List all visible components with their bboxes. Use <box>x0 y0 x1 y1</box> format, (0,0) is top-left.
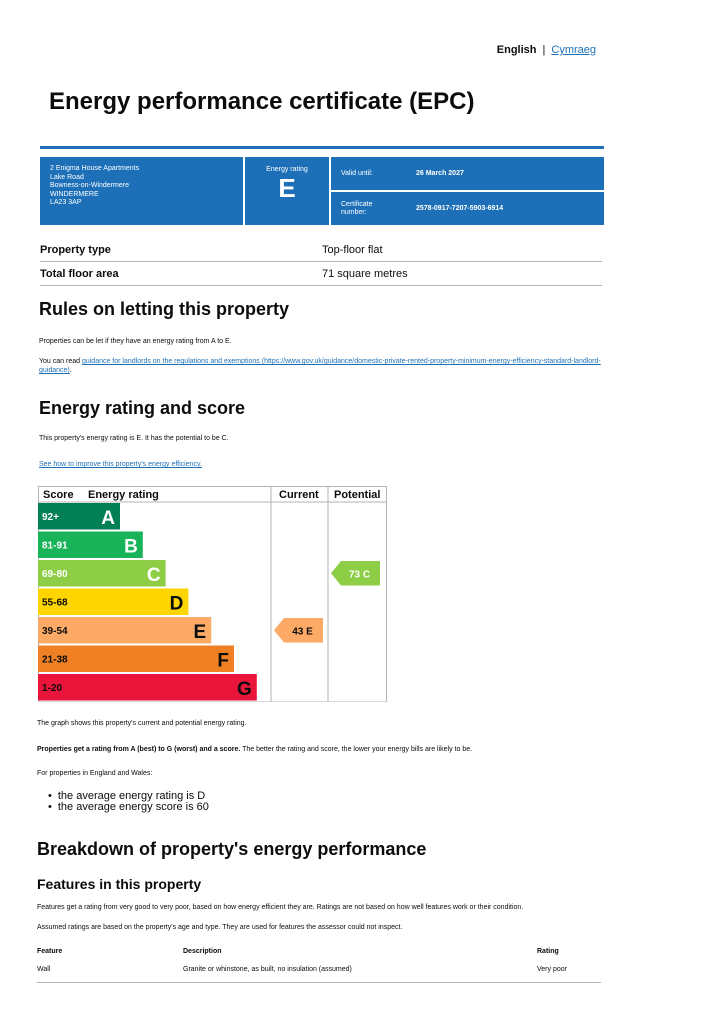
certificate-number-value: 2578-0917-7207-5903-6914 <box>416 205 504 212</box>
band-range-label: 39-54 <box>42 626 68 637</box>
address-line: Bowness-on-Windermere <box>50 182 129 189</box>
valid-until-label: Valid until: <box>341 169 373 177</box>
potential-rating-marker <box>331 561 380 586</box>
lang-welsh-link[interactable]: Cymraeg <box>551 44 596 56</box>
epc-summary-panel: 2 Enigma House Apartments Lake Road Bown… <box>40 157 604 225</box>
energy-rating-label: Energy rating <box>266 166 308 173</box>
chart-header-rating: Energy rating <box>88 489 159 501</box>
list-item: the average energy rating is D <box>48 791 209 802</box>
floor-area-value: 71 square metres <box>322 267 408 280</box>
chart-header-score: Score <box>43 489 74 501</box>
band-bar-a <box>38 503 120 530</box>
landlord-guidance-link[interactable]: guidance for landlords on the regulation… <box>39 358 601 374</box>
features-heading: Features in this property <box>37 876 202 892</box>
rating-explanation: Properties get a rating from A (best) to… <box>37 746 473 753</box>
breakdown-heading: Breakdown of property's energy performan… <box>37 839 427 859</box>
feature-cell: Wall <box>37 966 51 973</box>
lang-separator: | <box>542 44 546 56</box>
property-address: 2 Enigma House Apartments Lake Road Bown… <box>40 157 243 225</box>
england-wales-intro: For properties in England and Wales: <box>37 770 153 777</box>
band-bar-d <box>38 588 189 615</box>
features-table-header: Feature Description Rating <box>37 948 601 955</box>
certificate-number-label: Certificate number: <box>341 200 373 216</box>
property-type-label: Property type <box>40 243 111 256</box>
title-divider <box>40 146 604 149</box>
band-bar-c <box>38 560 166 587</box>
list-item: the average energy score is 60 <box>48 802 209 813</box>
graph-caption: The graph shows this property's current … <box>37 720 247 727</box>
features-paragraph-2: Assumed ratings are based on the propert… <box>37 924 403 931</box>
energy-rating-chart-svg: Score Energy rating Current Potential 92+ A 81… <box>38 486 387 703</box>
energy-rating-letter: E <box>278 173 296 203</box>
features-paragraph-1: Features get a rating from very good to … <box>37 904 524 911</box>
valid-until-row: Valid until: 26 March 2027 <box>331 157 604 190</box>
floor-area-row: Total floor area 71 square metres <box>40 262 602 286</box>
rules-heading: Rules on letting this property <box>39 299 290 319</box>
band-bar-e <box>38 617 212 644</box>
averages-list: the average energy rating is D the avera… <box>48 791 209 813</box>
address-line: Lake Road <box>50 173 84 181</box>
header-rating: Rating <box>537 948 559 955</box>
band-range-label: 92+ <box>42 512 59 523</box>
band-range-label: 55-68 <box>42 598 68 609</box>
band-letter-label: D <box>170 594 184 615</box>
potential-rating-label: 73 C <box>349 569 370 580</box>
table-row: Wall Granite or whinstone, as built, no … <box>37 966 601 983</box>
band-range-label: 21-38 <box>42 655 68 666</box>
energy-rating-paragraph: This property's energy rating is E. It h… <box>39 435 229 442</box>
band-range-label: 69-80 <box>42 569 68 580</box>
description-cell: Granite or whinstone, as built, no insul… <box>183 966 352 973</box>
band-letter-label: E <box>194 622 207 643</box>
page-title: Energy performance certificate (EPC) <box>49 88 475 115</box>
language-switcher: English | Cymraeg <box>497 44 596 56</box>
energy-rating-box: Energy rating E <box>245 157 329 225</box>
band-letter-label: C <box>147 565 161 586</box>
floor-area-label: Total floor area <box>40 267 119 280</box>
certificate-details: Valid until: 26 March 2027 Certificate nu… <box>331 157 604 225</box>
address-line: 2 Enigma House Apartments <box>50 165 140 172</box>
certificate-number-row: Certificate number: 2578-0917-7207-5903-6… <box>331 192 604 225</box>
current-rating-marker <box>274 618 323 643</box>
property-type-row: Property type Top-floor flat <box>40 238 602 262</box>
address-line: WINDERMERE <box>50 190 99 198</box>
chart-header-potential: Potential <box>334 489 380 501</box>
header-description: Description <box>183 948 222 955</box>
band-letter-label: A <box>101 508 115 529</box>
rules-paragraph-2: You can read guidance for landlords on t… <box>39 358 601 374</box>
band-bar-b <box>38 531 143 558</box>
rules-paragraph-1: Properties can be let if they have an en… <box>39 338 232 345</box>
band-range-label: 81-91 <box>42 541 68 552</box>
improve-link-wrap: See how to improve this property's energ… <box>39 460 202 469</box>
energy-rating-heading: Energy rating and score <box>39 398 246 418</box>
property-type-value: Top-floor flat <box>322 243 383 256</box>
chart-header-current: Current <box>279 489 319 501</box>
lang-english: English <box>496 44 537 56</box>
band-letter-label: B <box>124 537 138 558</box>
address-line: LA23 3AP <box>50 199 82 206</box>
band-letter-label: F <box>217 651 229 672</box>
improve-efficiency-link[interactable]: See how to improve this property's energ… <box>39 461 202 468</box>
band-letter-label: G <box>237 679 252 700</box>
band-range-label: 1-20 <box>42 683 62 694</box>
band-bar-g <box>38 674 257 701</box>
rating-cell: Very poor <box>537 966 567 973</box>
energy-rating-chart: Score Energy rating Current Potential 92+ A 81… <box>38 486 388 703</box>
band-bar-f <box>38 645 234 672</box>
current-rating-label: 43 E <box>292 626 313 637</box>
valid-until-value: 26 March 2027 <box>416 170 464 177</box>
header-feature: Feature <box>37 948 63 955</box>
